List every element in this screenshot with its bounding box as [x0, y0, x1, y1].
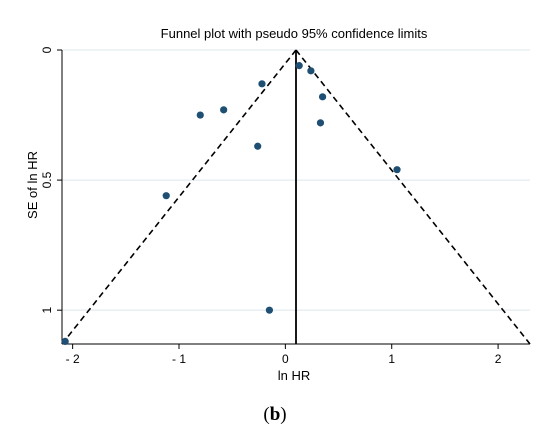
study-point — [220, 106, 228, 114]
study-point — [265, 306, 274, 314]
study-point — [258, 80, 266, 88]
x-axis-ticks: - 2 - 1 0 1 2 — [66, 344, 502, 366]
y-tick-label: 1 — [40, 307, 54, 314]
caption-close-paren: ) — [280, 404, 287, 425]
study-point — [318, 93, 327, 101]
y-axis-ticks: 00.51 — [40, 46, 62, 314]
study-point — [254, 142, 262, 150]
confidence-limit-lines — [61, 49, 531, 345]
study-point — [61, 337, 69, 345]
y-tick-label: 0 — [40, 46, 54, 53]
x-tick-label: - 1 — [172, 352, 186, 366]
study-point — [316, 119, 325, 127]
x-axis-label: ln HR — [278, 368, 311, 383]
study-point — [162, 192, 170, 200]
upper-confidence-limit — [295, 49, 531, 345]
study-points — [61, 62, 401, 345]
chart-title: Funnel plot with pseudo 95% confidence l… — [161, 26, 428, 41]
y-axis-label: SE of ln HR — [25, 151, 40, 219]
figure-caption: (b) — [0, 404, 550, 426]
x-tick-label: 0 — [282, 352, 289, 366]
study-point — [393, 166, 401, 174]
y-tick-label: 0.5 — [40, 171, 54, 188]
caption-open-paren: ( — [263, 404, 270, 425]
x-tick-label: 1 — [388, 352, 395, 366]
study-point — [196, 111, 204, 119]
study-point — [295, 62, 303, 70]
study-point — [307, 67, 315, 75]
caption-letter: b — [269, 404, 281, 425]
x-tick-label: 2 — [495, 352, 502, 366]
lower-confidence-limit — [61, 49, 297, 345]
x-tick-label: - 2 — [66, 352, 80, 366]
